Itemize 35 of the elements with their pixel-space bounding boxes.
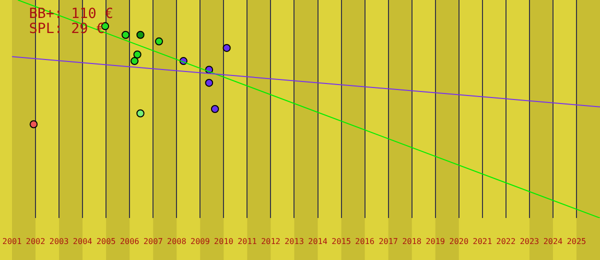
point (222, 44, 231, 52)
x-tick-label: 2013 (284, 237, 304, 246)
x-tick-label: 2018 (402, 237, 422, 246)
x-tick-label: 2008 (167, 237, 186, 246)
x-tick-label: 2019 (426, 237, 446, 246)
x-tick-label: 2016 (355, 237, 375, 246)
x-tick-label: 2010 (214, 237, 234, 246)
x-tick-label: 2021 (472, 237, 492, 246)
x-tick-label: 2007 (143, 237, 163, 246)
point (210, 105, 219, 113)
x-tick-label: 2022 (496, 237, 516, 246)
point (30, 120, 38, 128)
x-tick-label: 2004 (72, 237, 92, 246)
point (130, 57, 139, 66)
point (136, 30, 144, 39)
x-tick-label: 2020 (449, 237, 469, 246)
x-tick-label: 2023 (520, 237, 540, 246)
x-tick-label: 2014 (308, 237, 328, 246)
point (133, 50, 142, 58)
x-tick-label: 2025 (566, 237, 586, 246)
x-tick-label: 2006 (120, 237, 140, 246)
x-tick-label: 2001 (2, 237, 22, 246)
x-tick-label: 2011 (238, 237, 258, 246)
x-tick-label: 2005 (96, 237, 116, 246)
point (122, 30, 130, 39)
x-tick-label: 2009 (190, 237, 210, 246)
x-tick-label: 2003 (49, 237, 69, 246)
x-tick-label: 2024 (543, 237, 563, 246)
x-tick-label: 2002 (26, 237, 46, 246)
point (136, 109, 144, 118)
x-tick-label: 2017 (378, 237, 398, 246)
x-tick-label: 2012 (261, 237, 281, 246)
point (155, 37, 163, 46)
x-tick-label: 2015 (332, 237, 352, 246)
point (205, 78, 214, 87)
